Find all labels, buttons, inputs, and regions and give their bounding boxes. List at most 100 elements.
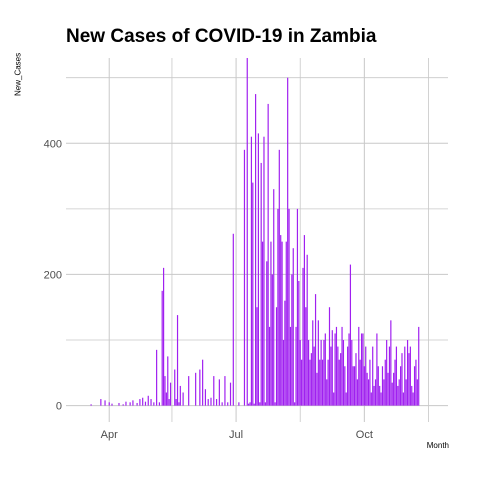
x-tick-label: Jul: [229, 429, 243, 441]
bar: [406, 340, 409, 406]
bar: [139, 399, 141, 406]
bar: [178, 402, 180, 406]
y-axis-label: New_Cases: [13, 52, 23, 96]
bar: [165, 392, 167, 406]
bar: [310, 353, 312, 406]
bar: [213, 376, 215, 406]
bar: [267, 103, 269, 406]
bar: [323, 340, 325, 406]
bar: [104, 400, 106, 406]
bar: [367, 379, 370, 406]
bar: [176, 315, 179, 406]
bar: [326, 379, 328, 406]
bar: [379, 385, 381, 406]
bar: [246, 58, 248, 406]
bar: [358, 326, 360, 406]
bar: [111, 403, 113, 406]
bar: [409, 346, 411, 406]
bar: [175, 399, 177, 406]
bar: [292, 248, 294, 406]
bar: [264, 402, 266, 406]
bar: [321, 359, 324, 406]
bar: [270, 241, 272, 406]
bar: [306, 254, 308, 406]
bar: [261, 241, 264, 406]
bar: [118, 402, 120, 406]
bar: [259, 402, 261, 406]
bar: [348, 333, 350, 406]
bar: [338, 359, 340, 406]
bar: [391, 382, 393, 406]
bar: [313, 346, 315, 406]
bar: [238, 402, 240, 406]
bar: [255, 94, 257, 406]
bar: [136, 402, 138, 406]
bar: [250, 136, 253, 406]
bar: [207, 399, 209, 406]
bar: [271, 274, 273, 406]
bar: [188, 376, 190, 406]
bar: [284, 300, 286, 406]
bar: [281, 241, 283, 406]
bar: [179, 385, 181, 406]
bar: [395, 346, 398, 406]
bar: [401, 353, 403, 406]
bar: [122, 404, 124, 406]
bar: [320, 340, 322, 406]
bar: [202, 359, 204, 406]
y-tick-label: 400: [44, 138, 62, 150]
bar: [307, 340, 310, 406]
bar: [277, 208, 279, 406]
bars: [90, 58, 420, 406]
bar: [221, 402, 223, 406]
bar: [352, 366, 354, 406]
bar: [229, 382, 232, 406]
bar: [365, 346, 367, 406]
bar: [289, 326, 292, 406]
bar: [404, 346, 406, 406]
bar: [232, 233, 234, 406]
bar: [328, 307, 331, 406]
bar: [305, 307, 307, 406]
bar: [147, 395, 149, 406]
bar: [182, 392, 184, 406]
bar: [266, 261, 268, 406]
bar: [412, 392, 414, 406]
bar: [252, 182, 254, 406]
bar: [210, 397, 212, 406]
bar: [366, 372, 368, 406]
bar: [256, 307, 258, 406]
bar: [416, 379, 418, 406]
bar: [268, 326, 271, 406]
bar: [100, 399, 102, 406]
bar: [224, 376, 226, 406]
bar: [319, 359, 321, 406]
bar: [354, 366, 356, 406]
bar: [164, 376, 166, 406]
tick-labels: Apr Jul Oct 0 200 400: [44, 138, 373, 441]
bar: [125, 401, 127, 406]
bar: [418, 326, 420, 406]
bar: [341, 326, 343, 406]
bar: [316, 372, 318, 406]
bar: [374, 379, 377, 406]
bar: [301, 359, 303, 406]
bar: [158, 402, 161, 406]
bar: [405, 379, 407, 406]
bar: [397, 385, 399, 406]
bar: [342, 340, 345, 406]
bar: [387, 372, 389, 406]
bar: [108, 402, 110, 406]
bar: [218, 379, 220, 406]
bar: [295, 326, 297, 406]
bar: [333, 392, 335, 406]
bar: [334, 333, 336, 406]
bar: [168, 399, 170, 406]
bar: [227, 402, 229, 406]
bar: [280, 235, 282, 406]
bar: [312, 320, 314, 406]
bar: [408, 353, 410, 406]
bar: [398, 379, 400, 406]
bar: [413, 366, 416, 406]
